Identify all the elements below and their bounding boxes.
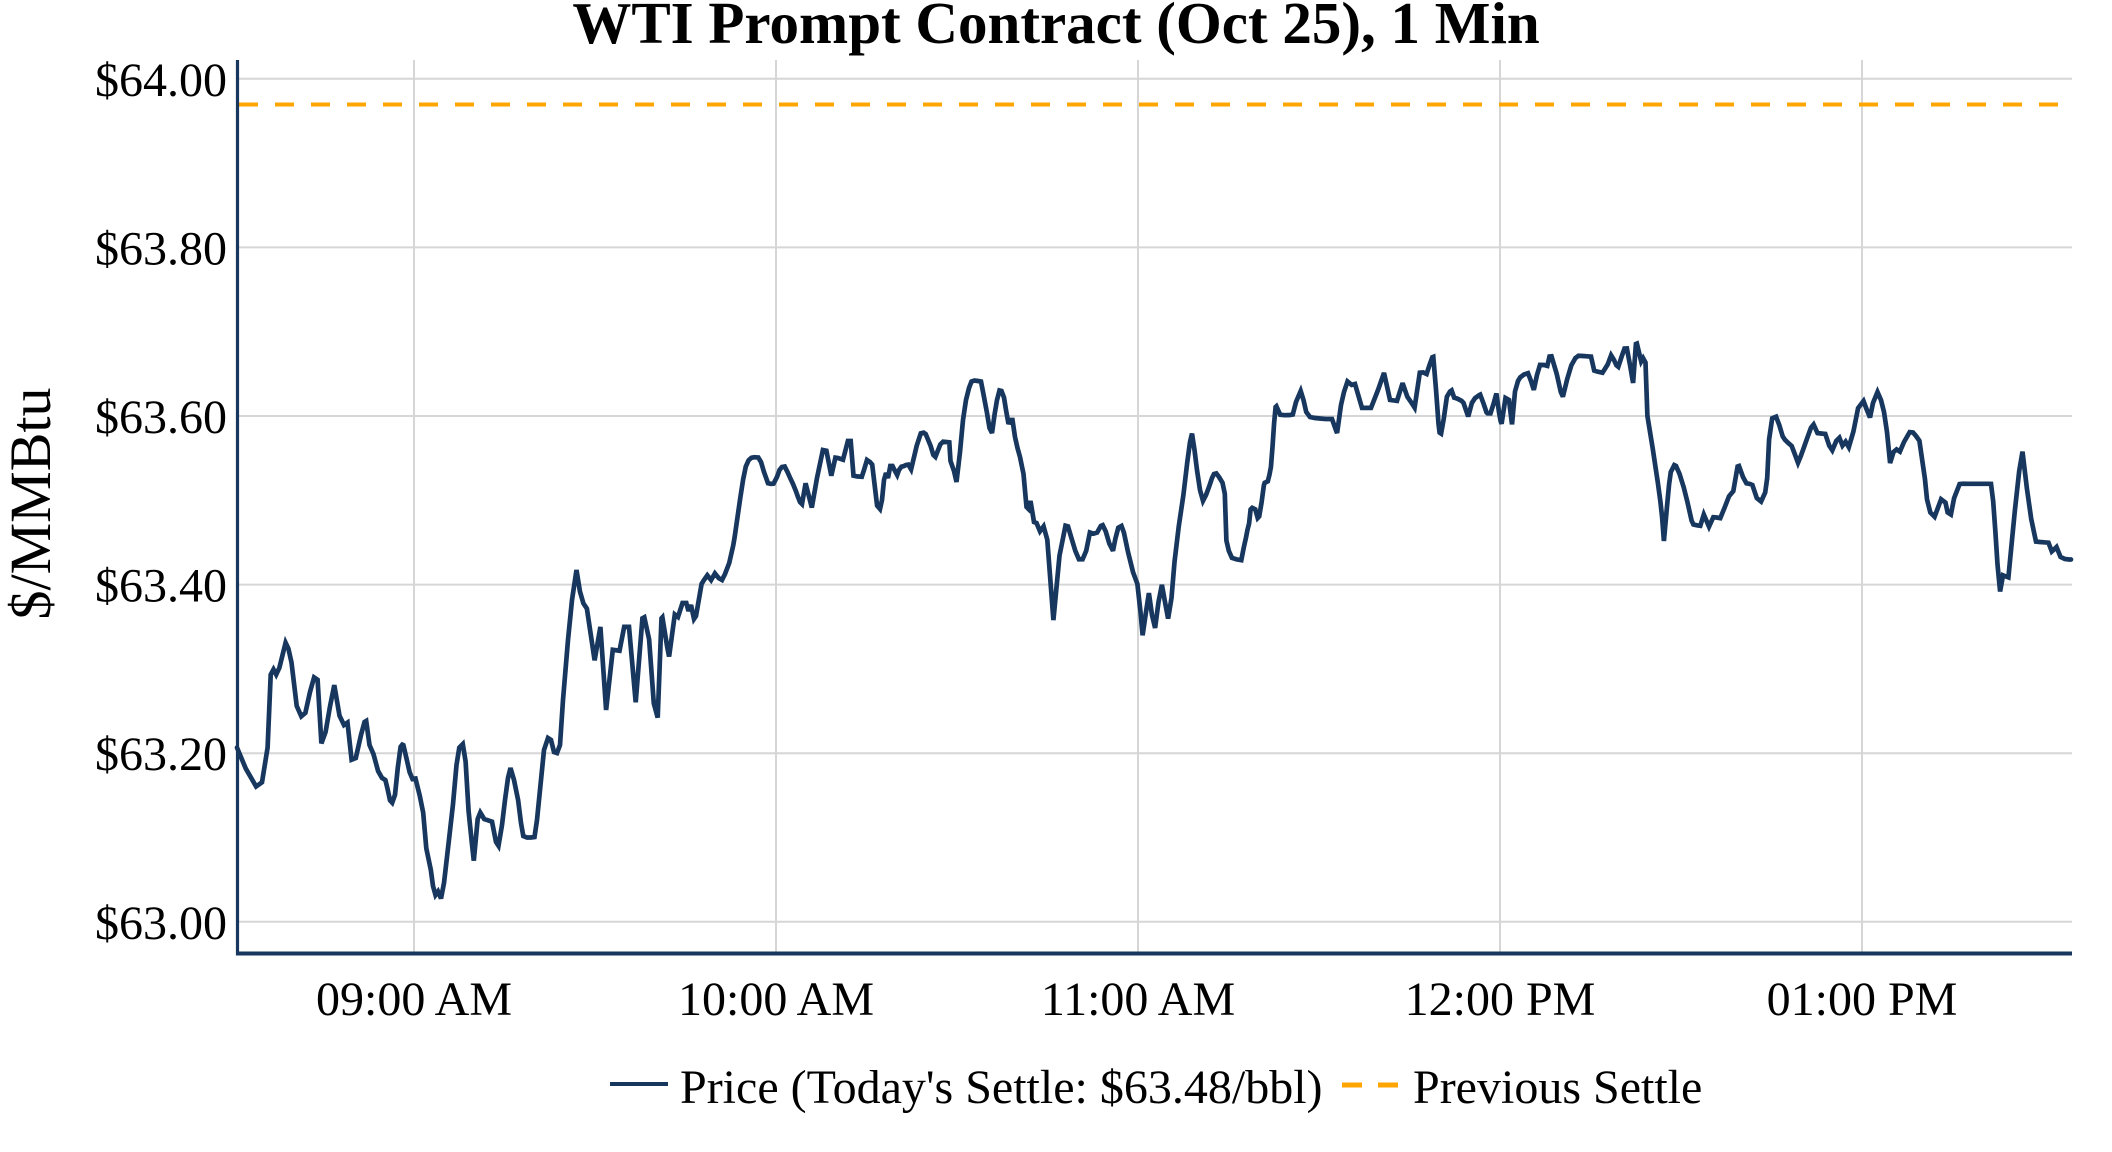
svg-text:$63.80: $63.80 (95, 222, 227, 275)
svg-text:$63.60: $63.60 (95, 391, 227, 444)
svg-text:$63.20: $63.20 (95, 728, 227, 781)
svg-text:$63.40: $63.40 (95, 560, 227, 613)
svg-text:12:00 PM: 12:00 PM (1405, 973, 1596, 1026)
svg-text:$64.00: $64.00 (95, 54, 227, 107)
svg-text:09:00 AM: 09:00 AM (316, 973, 512, 1026)
svg-text:10:00 AM: 10:00 AM (678, 973, 874, 1026)
svg-text:WTI Prompt Contract (Oct 25),: WTI Prompt Contract (Oct 25), 1 Min (572, 0, 1539, 56)
svg-text:Price (Today's Settle: $63.48/: Price (Today's Settle: $63.48/bbl) (680, 1061, 1323, 1114)
svg-text:Previous Settle: Previous Settle (1413, 1061, 1702, 1114)
svg-text:$/MMBtu: $/MMBtu (0, 387, 63, 619)
svg-text:01:00 PM: 01:00 PM (1767, 973, 1958, 1026)
svg-text:$63.00: $63.00 (95, 897, 227, 950)
svg-text:11:00 AM: 11:00 AM (1041, 973, 1235, 1026)
